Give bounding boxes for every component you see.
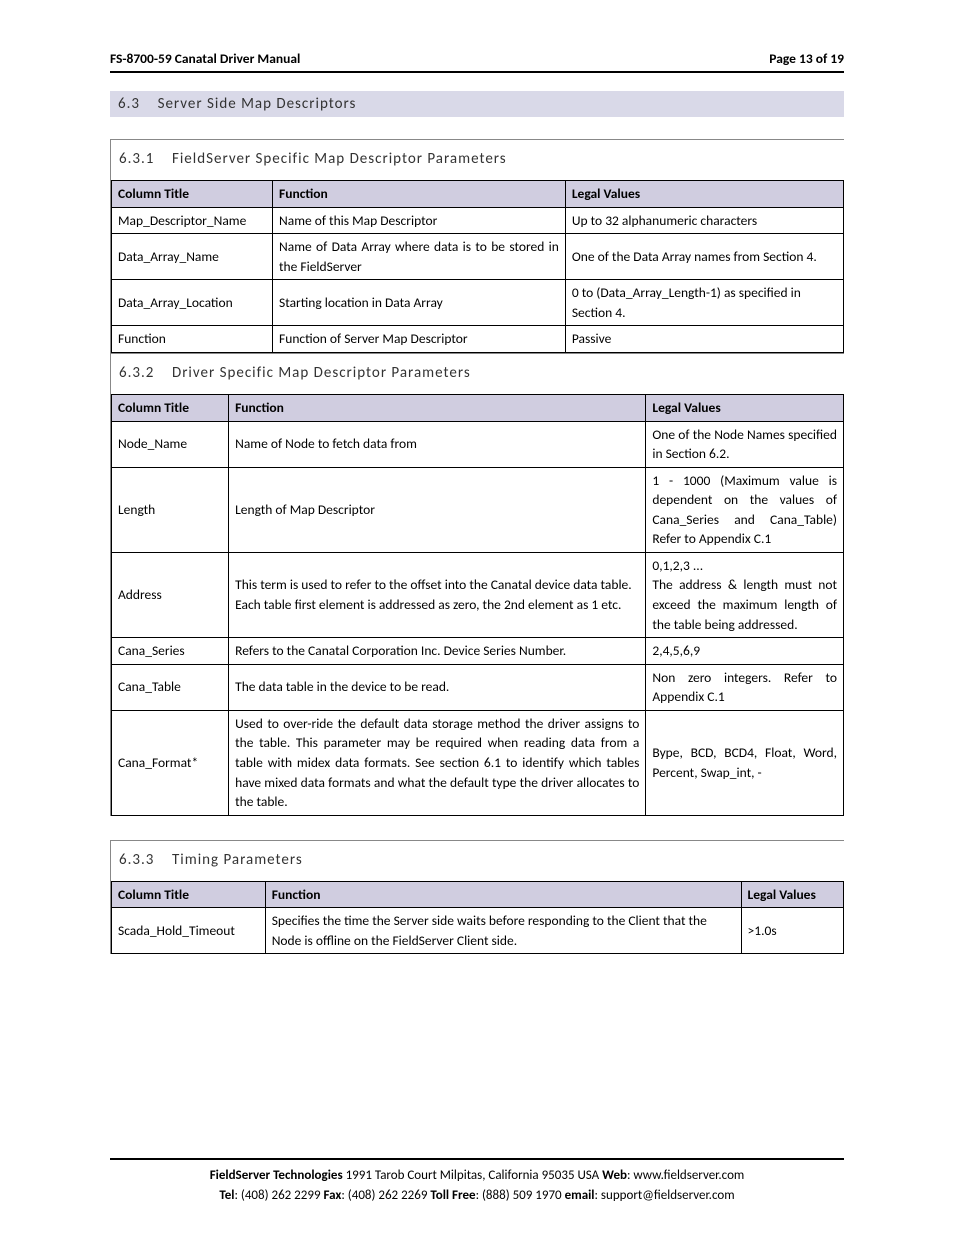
- cell: One of the Data Array names from Section…: [565, 234, 843, 280]
- section-number: 6.3: [118, 95, 140, 113]
- cell: >1.0s: [741, 908, 843, 954]
- cell: Cana_Table: [112, 664, 229, 710]
- col-header: Function: [273, 181, 566, 208]
- section-title: Server Side Map Descriptors: [158, 95, 357, 113]
- footer-tollfree-label: Toll Free: [430, 1188, 475, 1203]
- cell: The data table in the device to be read.: [229, 664, 646, 710]
- col-header: Column Title: [112, 181, 273, 208]
- cell: Node_Name: [112, 421, 229, 467]
- footer-line-2: Tel: (408) 262 2299 Fax: (408) 262 2269 …: [110, 1186, 844, 1206]
- col-header: Legal Values: [565, 181, 843, 208]
- cell: Name of Data Array where data is to be s…: [273, 234, 566, 280]
- footer-email: : support@fieldserver.com: [595, 1188, 735, 1203]
- section-banner: 6.3 Server Side Map Descriptors: [110, 91, 844, 117]
- col-header: Legal Values: [646, 394, 844, 421]
- cell: One of the Node Names specified in Secti…: [646, 421, 844, 467]
- cell: Data_Array_Location: [112, 280, 273, 326]
- cell: This term is used to refer to the offset…: [229, 552, 646, 637]
- cell: 1 - 1000 (Maximum value is dependent on …: [646, 467, 844, 552]
- cell: Scada_Hold_Timeout: [112, 908, 266, 954]
- header-left: FS-8700-59 Canatal Driver Manual: [110, 50, 300, 67]
- subsection-number: 6.3.2: [119, 364, 154, 382]
- cell: Name of Node to fetch data from: [229, 421, 646, 467]
- cell: 0 to (Data_Array_Length-1) as specified …: [565, 280, 843, 326]
- page-header: FS-8700-59 Canatal Driver Manual Page 13…: [110, 50, 844, 73]
- cell: Function of Server Map Descriptor: [273, 326, 566, 353]
- table-row: Map_Descriptor_Name Name of this Map Des…: [112, 207, 844, 234]
- subsection-6-3-1: 6.3.1 FieldServer Specific Map Descripto…: [110, 139, 844, 353]
- cell: Address: [112, 552, 229, 637]
- col-header: Column Title: [112, 881, 266, 908]
- table-fieldserver-params: Column Title Function Legal Values Map_D…: [111, 180, 844, 353]
- table-row: Data_Array_Name Name of Data Array where…: [112, 234, 844, 280]
- table-header-row: Column Title Function Legal Values: [112, 881, 844, 908]
- table-row: Address This term is used to refer to th…: [112, 552, 844, 637]
- col-header: Legal Values: [741, 881, 843, 908]
- subsection-title: FieldServer Specific Map Descriptor Para…: [172, 150, 507, 168]
- cell: Cana_Series: [112, 638, 229, 665]
- cell: Length: [112, 467, 229, 552]
- table-row: Node_Name Name of Node to fetch data fro…: [112, 421, 844, 467]
- page-footer: FieldServer Technologies 1991 Tarob Cour…: [110, 1158, 844, 1205]
- cell: Cana_Format*: [112, 710, 229, 815]
- col-header: Function: [229, 394, 646, 421]
- subsection-number: 6.3.3: [119, 851, 154, 869]
- table-row: Cana_Series Refers to the Canatal Corpor…: [112, 638, 844, 665]
- cell: Function: [112, 326, 273, 353]
- table-row: Cana_Table The data table in the device …: [112, 664, 844, 710]
- cell: Length of Map Descriptor: [229, 467, 646, 552]
- cell: Bype, BCD, BCD4, Float, Word, Percent, S…: [646, 710, 844, 815]
- table-row: Data_Array_Location Starting location in…: [112, 280, 844, 326]
- cell: Map_Descriptor_Name: [112, 207, 273, 234]
- footer-fax-label: Fax: [323, 1188, 341, 1203]
- footer-line-1: FieldServer Technologies 1991 Tarob Cour…: [110, 1166, 844, 1186]
- cell: Up to 32 alphanumeric characters: [565, 207, 843, 234]
- table-row: Length Length of Map Descriptor 1 - 1000…: [112, 467, 844, 552]
- cell: Specifies the time the Server side waits…: [265, 908, 741, 954]
- cell: Passive: [565, 326, 843, 353]
- subsection-6-3-3: 6.3.3 Timing Parameters Column Title Fun…: [110, 840, 844, 955]
- header-right: Page 13 of 19: [769, 50, 844, 67]
- subsection-6-3-2: 6.3.2 Driver Specific Map Descriptor Par…: [110, 353, 844, 816]
- cell: Non zero integers. Refer to Appendix C.1: [646, 664, 844, 710]
- table-driver-params: Column Title Function Legal Values Node_…: [111, 394, 844, 816]
- table-header-row: Column Title Function Legal Values: [112, 394, 844, 421]
- cell: Data_Array_Name: [112, 234, 273, 280]
- cell: 0,1,2,3 ... The address & length must no…: [646, 552, 844, 637]
- footer-tollfree: : (888) 509 1970: [476, 1188, 565, 1203]
- footer-tel-label: Tel: [219, 1188, 234, 1203]
- table-header-row: Column Title Function Legal Values: [112, 181, 844, 208]
- footer-fax: : (408) 262 2269: [341, 1188, 430, 1203]
- cell: Name of this Map Descriptor: [273, 207, 566, 234]
- footer-web: : www.fieldserver.com: [627, 1168, 744, 1183]
- cell: Used to over-ride the default data stora…: [229, 710, 646, 815]
- footer-address: 1991 Tarob Court Milpitas, California 95…: [343, 1168, 603, 1183]
- table-row: Function Function of Server Map Descript…: [112, 326, 844, 353]
- footer-company: FieldServer Technologies: [210, 1168, 343, 1183]
- subsection-title: Timing Parameters: [172, 851, 303, 869]
- cell: Refers to the Canatal Corporation Inc. D…: [229, 638, 646, 665]
- cell: Starting location in Data Array: [273, 280, 566, 326]
- footer-email-label: email: [565, 1188, 595, 1203]
- subsection-title: Driver Specific Map Descriptor Parameter…: [172, 364, 471, 382]
- table-row: Scada_Hold_Timeout Specifies the time th…: [112, 908, 844, 954]
- table-timing-params: Column Title Function Legal Values Scada…: [111, 881, 844, 955]
- col-header: Function: [265, 881, 741, 908]
- col-header: Column Title: [112, 394, 229, 421]
- table-row: Cana_Format* Used to over-ride the defau…: [112, 710, 844, 815]
- footer-web-label: Web: [602, 1168, 627, 1183]
- footer-tel: : (408) 262 2299: [234, 1188, 323, 1203]
- cell: 2,4,5,6,9: [646, 638, 844, 665]
- subsection-number: 6.3.1: [119, 150, 154, 168]
